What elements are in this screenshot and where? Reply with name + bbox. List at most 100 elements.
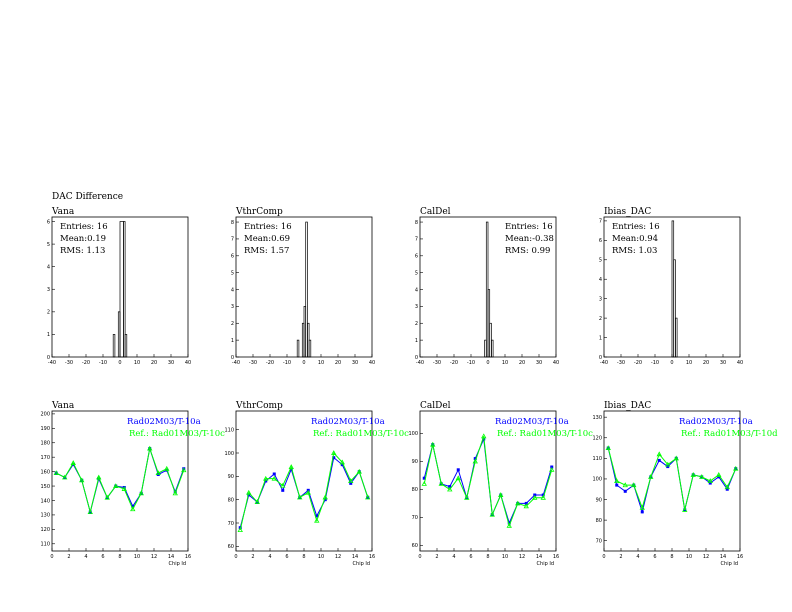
y-tick-label: 120 <box>40 527 50 533</box>
y-tick-label: 200 <box>40 412 50 418</box>
y-tick-label: 90 <box>228 474 234 480</box>
data-point <box>113 483 119 489</box>
y-tick-label: 3 <box>231 304 234 310</box>
data-point <box>147 445 153 451</box>
stats-entries: Entries: 16 <box>60 222 108 232</box>
legend-entry: Ref.: Rad01M03/T-10c <box>129 429 225 439</box>
x-tick-label: 8 <box>670 554 673 560</box>
data-point <box>430 441 436 447</box>
x-tick-label: 0 <box>602 554 605 560</box>
data-point <box>707 478 713 484</box>
x-tick-label: 30 <box>536 360 542 366</box>
data-point <box>164 465 170 471</box>
legend-entry: Rad02M03/T-10a <box>127 417 201 427</box>
page-title: DAC Difference <box>52 192 123 202</box>
x-tick-label: 0 <box>234 554 237 560</box>
data-point <box>648 474 654 479</box>
data-point <box>297 494 303 500</box>
series-line <box>239 451 369 531</box>
y-tick-label: 1 <box>231 338 234 344</box>
x-tick-label: 16 <box>553 554 559 560</box>
x-tick-label: -20 <box>634 360 642 366</box>
chart-title: Vana <box>51 207 75 217</box>
y-tick-label: 100 <box>408 431 418 437</box>
y-tick-label: 70 <box>412 515 418 521</box>
y-tick-label: 5 <box>231 270 234 276</box>
series-line <box>607 447 737 514</box>
y-tick-label: 60 <box>412 543 418 549</box>
y-tick-label: 130 <box>40 513 50 519</box>
x-tick-label: -30 <box>617 360 625 366</box>
histogram-bin <box>308 339 312 358</box>
data-point <box>305 489 311 495</box>
data-point <box>665 461 671 467</box>
y-tick-label: 1 <box>599 335 602 341</box>
chart-title: CalDel <box>420 207 451 217</box>
x-tick-label: 30 <box>352 360 358 366</box>
data-point <box>131 504 135 508</box>
data-point <box>717 475 721 479</box>
data-point <box>271 475 277 481</box>
y-tick-label: 80 <box>228 497 234 503</box>
series-line <box>56 448 185 515</box>
x-axis-label: Chip Id <box>169 561 186 567</box>
histogram-bin <box>119 221 124 358</box>
histogram-bin <box>675 317 678 358</box>
x-tick-label: -20 <box>450 360 458 366</box>
data-point <box>422 476 426 480</box>
y-tick-label: 6 <box>231 254 234 260</box>
x-tick-label: 2 <box>67 554 70 560</box>
x-tick-label: -10 <box>651 360 659 366</box>
y-tick-label: 90 <box>412 459 418 465</box>
data-point <box>288 464 294 470</box>
data-point <box>87 509 93 515</box>
data-point <box>623 489 627 493</box>
x-tick-label: 10 <box>134 554 140 560</box>
x-tick-label: -10 <box>283 360 291 366</box>
stats-mean: Mean:-0.38 <box>505 234 554 244</box>
data-point <box>280 482 286 488</box>
data-point <box>690 471 696 477</box>
chart-panel-3: CalDel -40 -30 -20 -10 0 10 20 30 40 0 1 2 3 4 5 6 7 8 Entr… <box>415 207 559 366</box>
y-tick-label: 1 <box>47 332 50 338</box>
x-tick-label: 4 <box>452 554 455 560</box>
data-point <box>639 504 645 510</box>
data-point <box>699 474 705 479</box>
x-tick-label: 40 <box>737 360 743 366</box>
x-tick-label: 0 <box>670 360 673 366</box>
data-point <box>323 498 327 502</box>
data-point <box>340 463 344 467</box>
y-tick-label: 5 <box>47 242 50 248</box>
data-point <box>421 480 427 486</box>
x-tick-label: 10 <box>502 360 508 366</box>
x-tick-label: -40 <box>600 360 608 366</box>
x-tick-label: 20 <box>703 360 709 366</box>
y-tick-label: 110 <box>592 456 602 462</box>
chart-panel-5: Vana 0 2 4 6 8 10 12 14 16 110 120 130 140 150 160 170 18… <box>40 401 225 567</box>
data-point <box>657 458 661 462</box>
x-tick-label: 16 <box>369 554 375 560</box>
y-tick-label: 100 <box>592 477 602 483</box>
data-point <box>498 492 504 498</box>
stats-mean: Mean:0.94 <box>612 234 658 244</box>
data-point <box>281 488 285 492</box>
y-tick-label: 2 <box>231 321 234 327</box>
data-point <box>666 465 670 469</box>
stats-entries: Entries: 16 <box>244 222 292 232</box>
x-tick-label: 20 <box>335 360 341 366</box>
y-tick-label: 60 <box>228 544 234 550</box>
legend-entry: Ref.: Rad01M03/T-10c <box>313 429 409 439</box>
x-tick-label: 12 <box>519 554 525 560</box>
y-tick-label: 4 <box>231 287 234 293</box>
y-tick-label: 7 <box>415 237 418 243</box>
data-point <box>615 483 619 487</box>
data-point <box>532 494 538 500</box>
y-tick-label: 110 <box>224 427 234 433</box>
y-tick-label: 5 <box>599 258 602 264</box>
data-point <box>155 470 161 476</box>
y-tick-label: 0 <box>599 355 602 361</box>
x-tick-label: 8 <box>486 554 489 560</box>
x-axis-label: Chip Id <box>353 561 370 567</box>
x-tick-label: -30 <box>433 360 441 366</box>
